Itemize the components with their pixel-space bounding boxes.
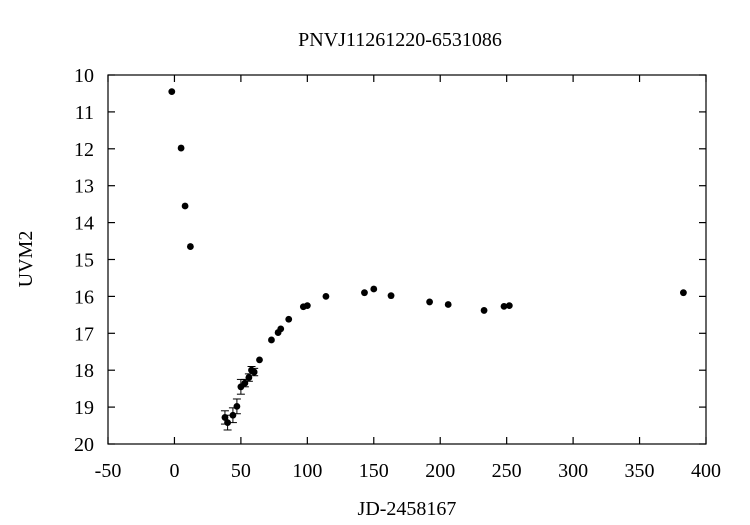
data-point — [256, 356, 263, 364]
data-point — [303, 302, 311, 310]
x-tick-label: 0 — [169, 460, 179, 482]
y-tick-label: 20 — [74, 434, 94, 456]
data-point — [370, 285, 378, 293]
x-tick-label: 300 — [558, 460, 588, 482]
y-tick-label: 15 — [74, 250, 94, 272]
data-point — [229, 411, 237, 419]
data-point — [277, 325, 285, 333]
x-tick-label: 400 — [691, 460, 721, 482]
plot-frame — [107, 74, 707, 445]
y-axis-title: UVM2 — [15, 231, 37, 288]
data-points — [168, 88, 687, 431]
data-point — [268, 336, 275, 344]
x-axis-title: JD-2458167 — [358, 498, 457, 520]
data-point — [505, 302, 513, 310]
x-tick-label: -50 — [95, 460, 122, 482]
data-point — [444, 301, 452, 308]
data-point — [480, 307, 488, 314]
y-axis-ticks: 10 11 12 13 14 15 16 17 18 19 20 — [74, 65, 706, 456]
y-tick-label: 11 — [75, 102, 94, 124]
chart-title: PNVJ11261220-6531086 — [298, 29, 502, 51]
x-tick-label: 200 — [425, 460, 455, 482]
x-tick-label: 250 — [492, 460, 522, 482]
x-tick-label: 50 — [231, 460, 251, 482]
y-tick-label: 10 — [74, 65, 94, 87]
y-tick-label: 14 — [74, 213, 94, 235]
x-axis-ticks: -50 0 50 100 150 200 250 300 350 400 — [95, 75, 721, 482]
data-point — [241, 379, 249, 387]
data-point — [250, 368, 258, 376]
data-point — [500, 302, 508, 310]
x-tick-label: 100 — [292, 460, 322, 482]
data-point — [322, 293, 330, 300]
data-point — [224, 419, 232, 426]
y-tick-label: 12 — [74, 139, 94, 161]
data-point — [186, 243, 194, 250]
data-point — [387, 292, 395, 300]
data-point — [177, 144, 185, 152]
x-tick-label: 350 — [625, 460, 655, 482]
data-point — [181, 202, 189, 210]
data-point — [168, 88, 176, 96]
y-tick-label: 18 — [74, 360, 94, 382]
data-point — [285, 315, 293, 323]
data-point — [426, 298, 433, 306]
data-point — [361, 289, 368, 297]
y-tick-label: 16 — [74, 286, 94, 308]
y-tick-label: 19 — [74, 397, 94, 419]
y-tick-label: 17 — [74, 323, 94, 345]
y-tick-label: 13 — [74, 176, 94, 198]
x-tick-label: 150 — [359, 460, 389, 482]
data-point — [245, 374, 253, 381]
data-point — [221, 414, 229, 421]
data-point — [680, 289, 687, 297]
data-point — [233, 402, 241, 410]
